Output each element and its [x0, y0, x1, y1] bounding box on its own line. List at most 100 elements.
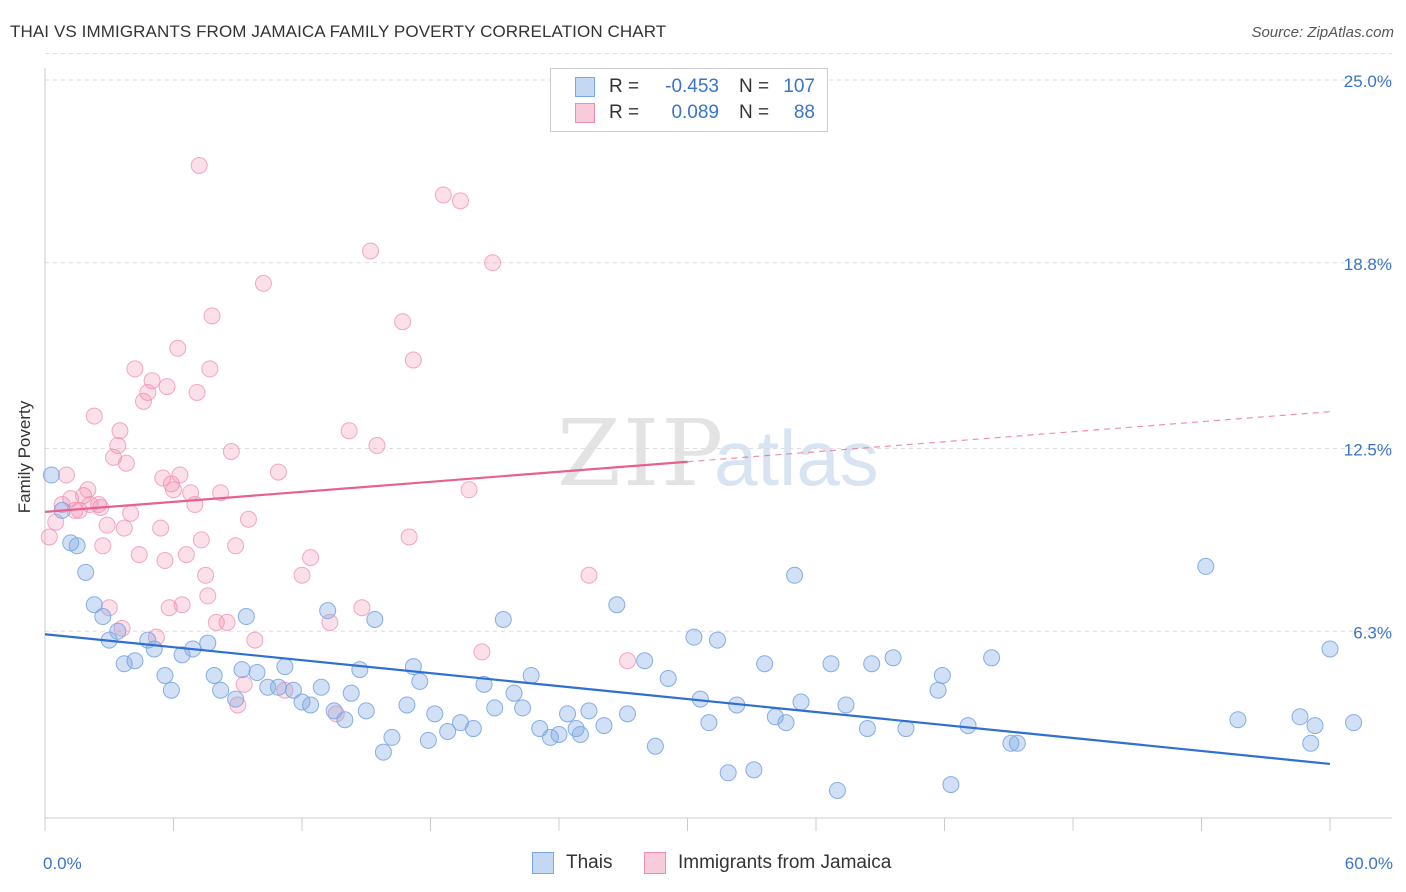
jamaica-point: [130, 546, 148, 564]
thais-point: [959, 717, 977, 735]
jamaica-point: [165, 481, 182, 499]
x-tick-label: 60.0%: [1345, 854, 1393, 873]
jamaica-point: [362, 242, 380, 260]
thais-point: [550, 725, 568, 743]
thais-point: [595, 717, 613, 735]
jamaica-point: [212, 484, 230, 502]
jamaica-point: [293, 566, 311, 584]
thais-point: [94, 608, 112, 626]
thais-point: [212, 681, 230, 699]
jamaica-point: [434, 186, 452, 204]
thais-point: [411, 672, 429, 690]
thais-point: [608, 596, 626, 614]
thais-point: [475, 675, 493, 693]
thais-point: [745, 761, 763, 779]
thais-point: [559, 705, 577, 723]
jamaica-point: [227, 537, 245, 555]
r-value: 0.089: [671, 102, 719, 123]
legend-item-thais: Thais: [532, 852, 612, 874]
correlation-legend: R = -0.453 N = 107 R = 0.089 N = 88: [550, 68, 828, 132]
thais-point: [700, 714, 718, 732]
thais-point: [1306, 717, 1324, 735]
thais-point: [522, 666, 540, 684]
tick-labels: 6.3% 12.5% 18.8% 25.0% 0.0% 60.0%: [43, 72, 1393, 873]
y-tick-label: 6.3%: [1353, 623, 1392, 642]
thais-point: [792, 693, 810, 711]
thais-point: [199, 634, 217, 652]
thais-points: [42, 466, 1363, 799]
jamaica-point: [79, 481, 97, 499]
thais-legend-swatch: [532, 852, 554, 874]
thais-point: [884, 649, 902, 667]
thais-point: [85, 596, 103, 614]
thais-point: [145, 640, 163, 658]
jamaica-point: [580, 566, 598, 584]
thais-point: [173, 646, 191, 664]
thais-point: [205, 666, 223, 684]
n-value: 107: [783, 76, 815, 97]
thais-trend-line: [44, 633, 1331, 766]
jamaica-point: [203, 307, 221, 325]
jamaica-point: [353, 599, 371, 617]
thais-point: [302, 696, 320, 714]
jamaica-point: [169, 339, 187, 357]
thais-point: [464, 720, 482, 738]
thais-point: [685, 628, 703, 646]
jamaica-point: [109, 437, 127, 455]
jamaica-point: [222, 442, 240, 460]
jamaica-point: [246, 631, 264, 649]
jamaica-point: [327, 705, 345, 723]
legend-item-jamaica: Immigrants from Jamaica: [644, 852, 891, 874]
thais-point: [312, 678, 330, 696]
thais-point: [942, 776, 960, 794]
chart-title: THAI VS IMMIGRANTS FROM JAMAICA FAMILY P…: [10, 22, 667, 41]
jamaica-point: [85, 407, 103, 425]
thais-point: [319, 602, 337, 620]
thais-point: [719, 764, 737, 782]
jamaica-point: [201, 360, 219, 378]
jamaica-point: [460, 481, 478, 499]
thais-point: [1345, 714, 1363, 732]
thais-point: [828, 781, 846, 799]
jamaica-point: [235, 675, 253, 693]
thais-point: [126, 652, 144, 670]
thais-point: [248, 664, 266, 682]
watermark-atlas: atlas: [714, 414, 879, 502]
thais-point: [77, 563, 95, 581]
jamaica-point: [451, 192, 469, 210]
thais-point: [822, 655, 840, 673]
jamaica-point: [143, 372, 161, 390]
thais-point: [659, 669, 677, 687]
source-credit: Source: ZipAtlas.com: [1251, 24, 1394, 41]
jamaica-swatch: [575, 103, 595, 123]
jamaica-point: [188, 383, 206, 401]
thais-point: [42, 466, 60, 484]
jamaica-point: [135, 392, 153, 410]
jamaica-point: [197, 566, 215, 584]
y-tick-label: 12.5%: [1344, 441, 1392, 460]
y-tick-label: 18.8%: [1344, 255, 1392, 274]
thais-point: [777, 714, 795, 732]
thais-swatch: [575, 77, 595, 97]
jamaica-legend-label: Immigrants from Jamaica: [678, 852, 892, 873]
thais-point: [1002, 734, 1020, 752]
thais-point: [419, 731, 437, 749]
thais-point: [233, 661, 251, 679]
jamaica-point: [368, 437, 386, 455]
thais-legend-label: Thais: [566, 852, 613, 873]
jamaica-point: [122, 504, 140, 522]
y-axis-label: Family Poverty: [15, 400, 34, 514]
jamaica-point: [400, 528, 418, 546]
thais-point: [756, 655, 774, 673]
thais-point: [486, 699, 504, 717]
jamaica-point: [111, 422, 129, 440]
thais-point: [162, 681, 180, 699]
jamaica-point: [156, 552, 174, 570]
thais-point: [374, 743, 392, 761]
r-value: -0.453: [665, 76, 719, 97]
axes: [44, 68, 1392, 831]
jamaica-point: [154, 469, 172, 487]
thais-point: [227, 690, 245, 708]
jamaica-point: [152, 519, 170, 537]
